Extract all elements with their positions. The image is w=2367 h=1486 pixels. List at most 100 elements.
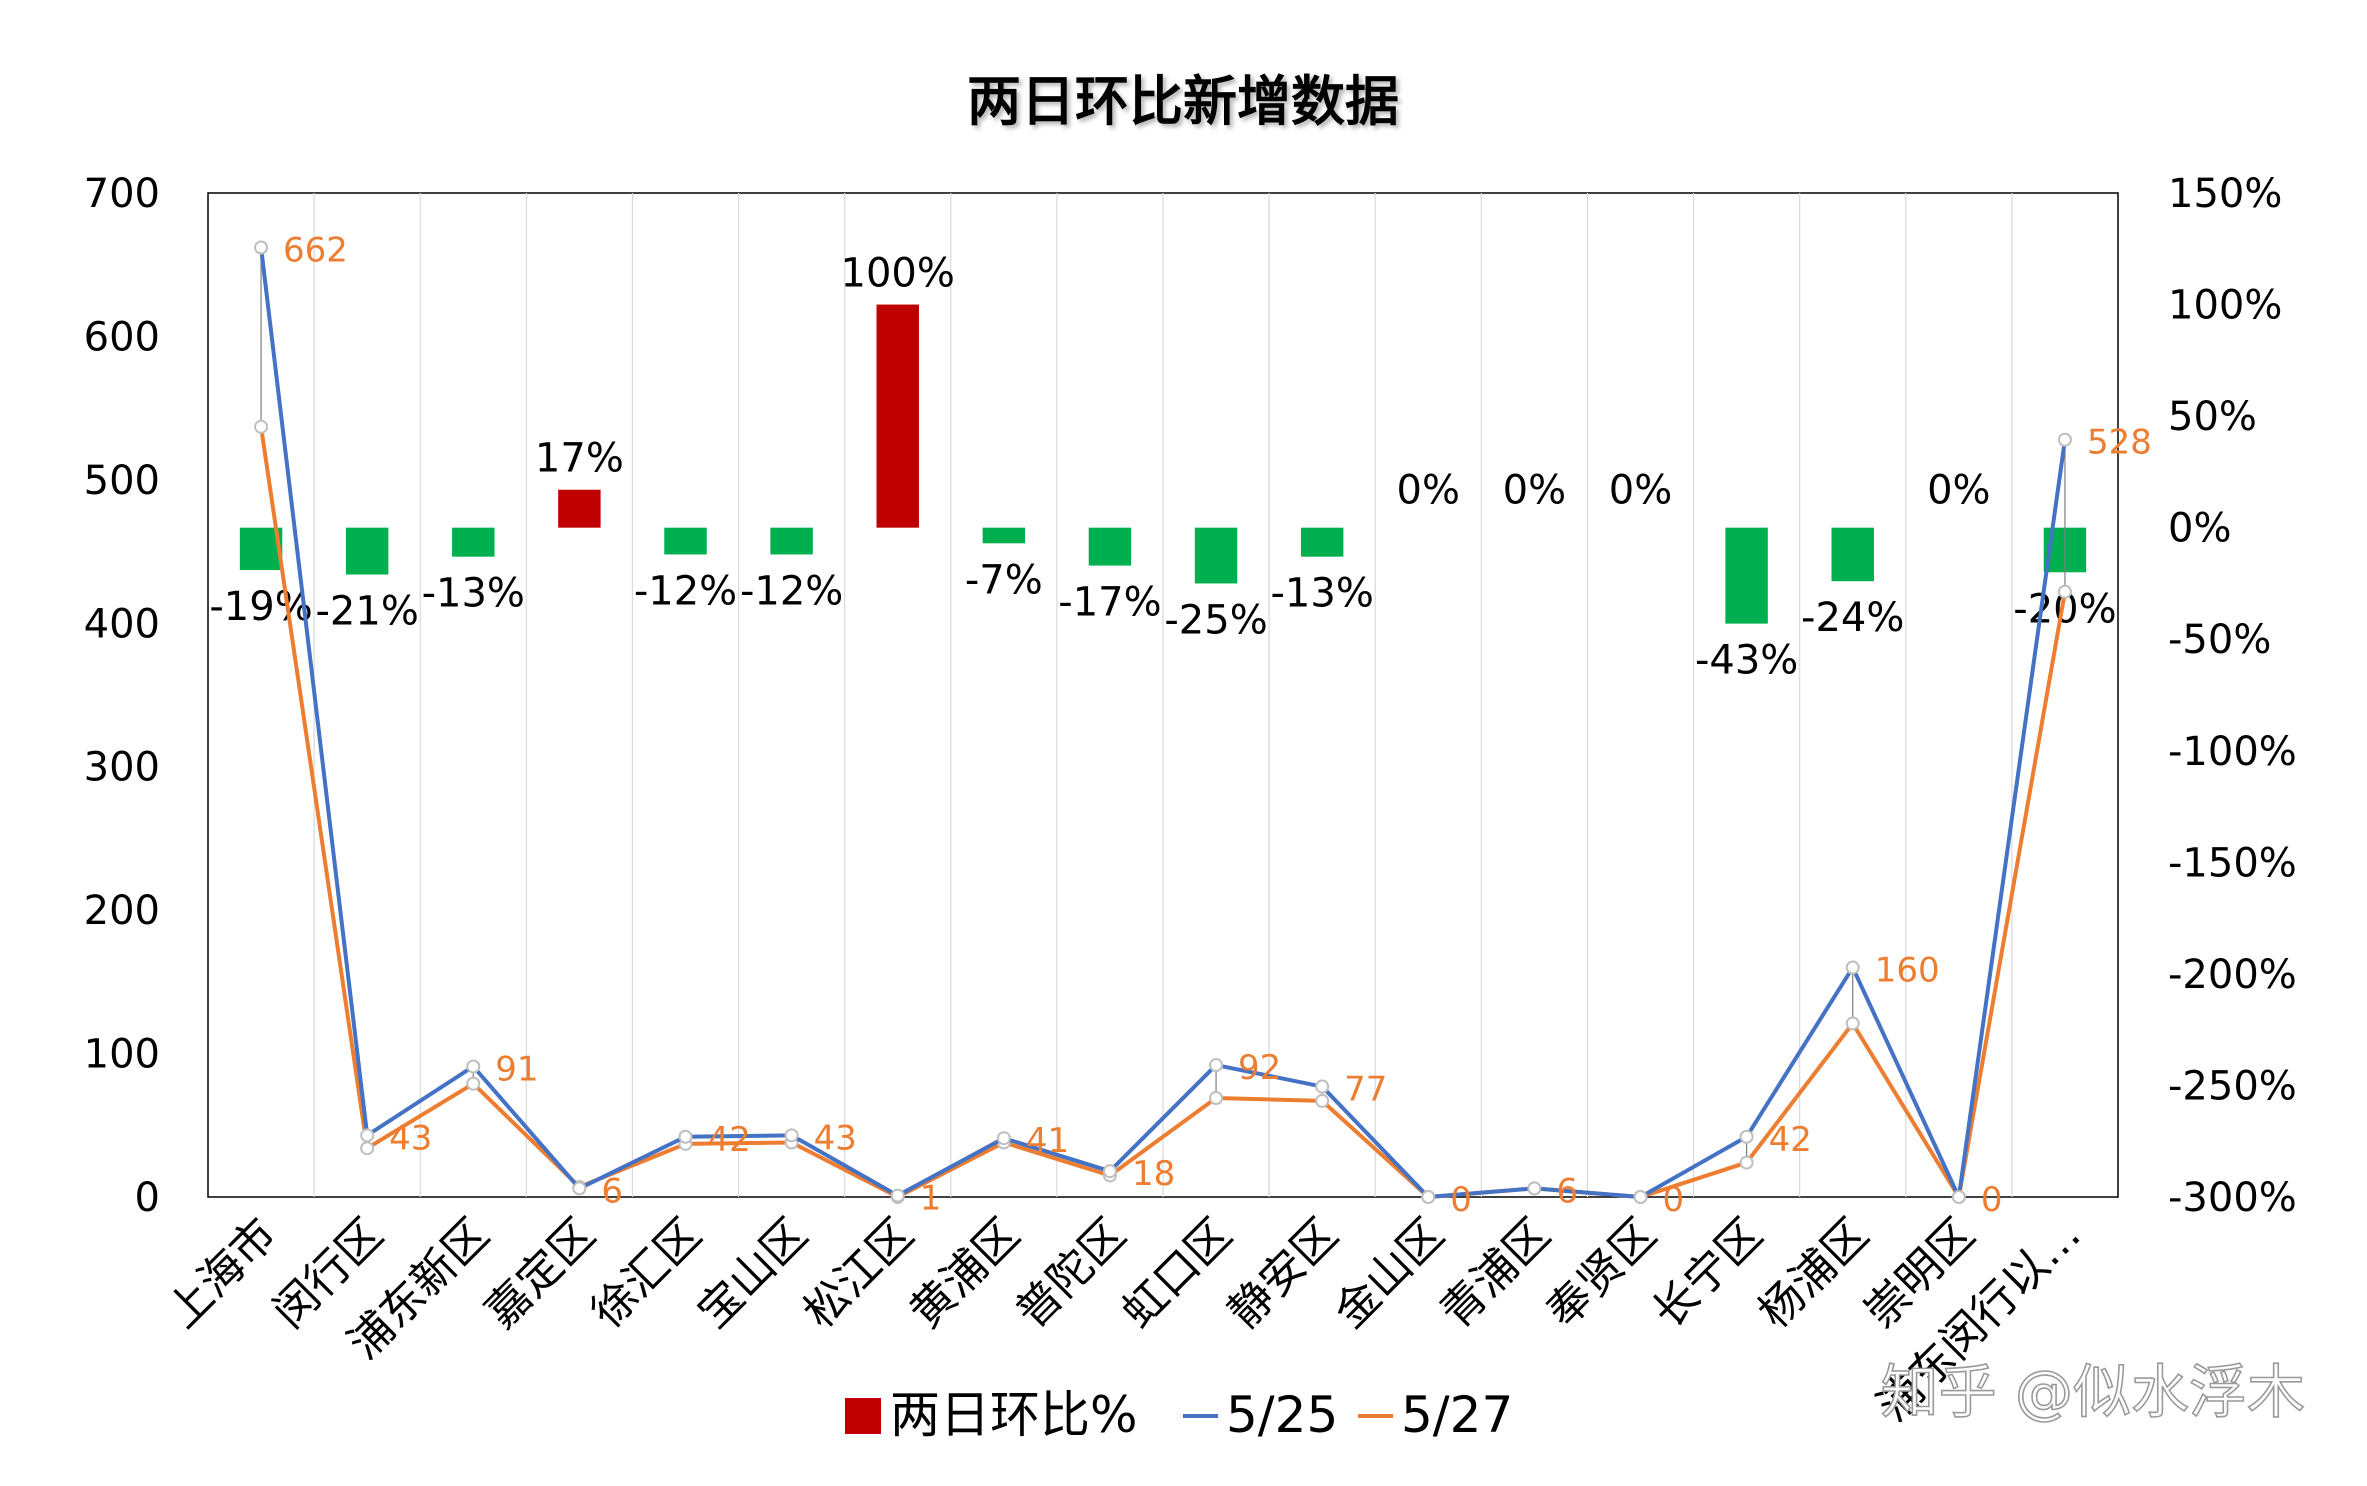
data-point: [784, 1128, 799, 1143]
x-tick-label: 虹口区: [1112, 1209, 1241, 1338]
data-point: [254, 240, 269, 255]
line-data-label: 528: [2087, 423, 2152, 463]
y-right-tick-label: -50%: [2168, 617, 2271, 663]
line-data-label: 92: [1238, 1048, 1281, 1088]
bar-data-label: -12%: [634, 568, 737, 614]
legend: 两日环比% 5/25 5/27: [845, 1386, 1513, 1444]
legend-label: 5/25: [1226, 1386, 1338, 1444]
bar: [876, 304, 919, 528]
data-point: [1633, 1190, 1648, 1204]
bar-data-label: 0%: [1503, 468, 1566, 514]
data-point: [1315, 1093, 1330, 1108]
bar-data-label: -12%: [740, 568, 843, 614]
x-tick-label: 黄浦区: [900, 1209, 1029, 1338]
bar: [1725, 527, 1768, 624]
x-tick-label: 宝山区: [688, 1209, 817, 1338]
legend-label: 两日环比%: [890, 1386, 1138, 1444]
line-data-label: 662: [283, 231, 348, 271]
y-left-tick-label: 600: [84, 314, 160, 360]
data-point: [360, 1141, 375, 1156]
bar: [558, 489, 601, 528]
x-tick-label: 长宁区: [1643, 1209, 1772, 1338]
data-point: [2057, 432, 2072, 447]
x-tick-label: 奉贤区: [1537, 1209, 1666, 1338]
chart-title: 两日环比新增数据: [967, 70, 1399, 133]
bar: [664, 527, 707, 555]
y-left-tick-label: 700: [84, 171, 160, 217]
data-point: [1102, 1164, 1117, 1179]
y-left-tick-label: 0: [135, 1175, 160, 1221]
y-left-tick-label: 100: [84, 1032, 160, 1078]
bar: [1831, 527, 1874, 582]
line-data-label: 41: [1026, 1121, 1069, 1161]
data-point: [2057, 584, 2072, 599]
data-point: [1209, 1091, 1224, 1106]
bar-data-label: -21%: [315, 589, 418, 635]
line-data-label: 1: [920, 1179, 942, 1219]
y-right-tick-label: 0%: [2168, 506, 2231, 552]
bar: [982, 527, 1026, 544]
line-data-label: 0: [1663, 1180, 1685, 1220]
bar-data-label: -25%: [1164, 597, 1267, 643]
bar: [1088, 527, 1132, 566]
plot-area: 0100200300400500600700-300%-250%-200%-15…: [84, 171, 2297, 1431]
data-point: [466, 1059, 481, 1074]
bar: [345, 527, 389, 575]
bar-data-label: -17%: [1058, 580, 1161, 626]
x-tick-label: 静安区: [1219, 1209, 1348, 1338]
series-line: [259, 247, 2067, 1199]
y-right-tick-label: -150%: [2168, 840, 2297, 886]
data-point: [1421, 1190, 1436, 1204]
data-point: [890, 1188, 905, 1203]
data-point: [1739, 1155, 1754, 1170]
y-right-tick-label: -100%: [2168, 729, 2297, 775]
bar-data-label: 17%: [535, 436, 624, 482]
bar-data-label: 100%: [841, 251, 955, 297]
x-tick-label: 金山区: [1325, 1209, 1454, 1338]
data-point: [1527, 1181, 1542, 1196]
y-left-tick-label: 400: [84, 601, 160, 647]
watermark-text: 知乎 @似水浮木: [1881, 1358, 2305, 1426]
bar: [452, 527, 495, 557]
data-point: [1209, 1058, 1224, 1073]
bar-data-label: -19%: [209, 584, 312, 630]
y-right-tick-label: -250%: [2168, 1063, 2297, 1109]
y-right-tick-label: 150%: [2168, 171, 2282, 217]
data-point: [996, 1131, 1011, 1146]
line-data-label: 18: [1132, 1154, 1175, 1194]
y-left-tick-label: 500: [84, 458, 160, 504]
line-data-label: 42: [1769, 1120, 1812, 1160]
bar-data-label: -43%: [1695, 638, 1798, 684]
y-left-tick-label: 300: [84, 745, 160, 791]
bar-data-label: -13%: [422, 571, 525, 617]
bar: [1300, 527, 1344, 557]
x-tick-label: 普陀区: [1006, 1209, 1135, 1338]
y-right-tick-label: -300%: [2168, 1175, 2297, 1221]
bar-data-label: -24%: [1801, 595, 1904, 641]
line-data-label: 43: [389, 1118, 432, 1158]
bar-data-label: -13%: [1270, 571, 1373, 617]
y-right-tick-label: 100%: [2168, 283, 2282, 329]
data-point: [254, 419, 269, 434]
data-point: [466, 1076, 481, 1091]
legend-swatch: [845, 1398, 881, 1434]
line-data-label: 6: [1556, 1171, 1578, 1211]
line-data-label: 42: [708, 1120, 751, 1160]
y-right-tick-label: 50%: [2168, 394, 2257, 440]
line-data-label: 6: [601, 1171, 623, 1211]
x-tick-label: 松江区: [794, 1209, 923, 1338]
bar: [1194, 527, 1238, 584]
legend-label: 5/27: [1401, 1386, 1513, 1444]
bar: [770, 527, 813, 555]
line-data-label: 0: [1450, 1180, 1472, 1220]
x-tick-label: 杨浦区: [1749, 1209, 1878, 1338]
x-tick-label: 上海市: [157, 1209, 286, 1338]
data-point: [572, 1181, 587, 1196]
data-point: [1845, 960, 1860, 975]
line-data-label: 43: [814, 1118, 857, 1158]
data-point: [1951, 1190, 1966, 1204]
data-point: [1845, 1016, 1860, 1031]
line-data-label: 160: [1875, 951, 1940, 991]
